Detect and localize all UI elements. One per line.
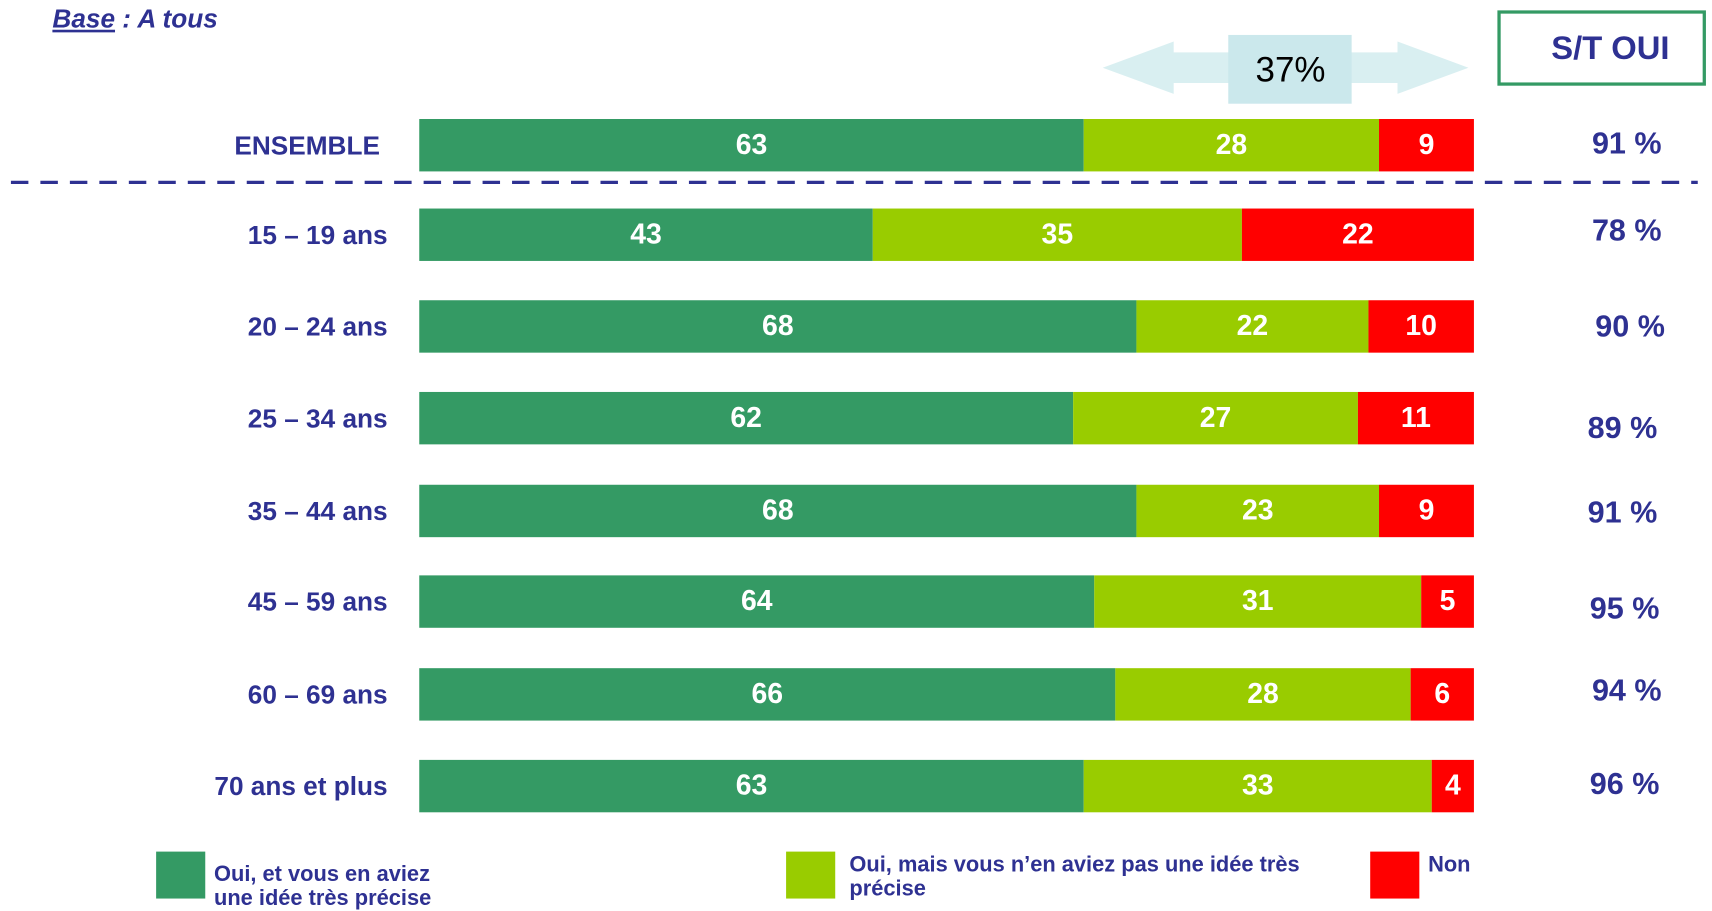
bar-segment	[419, 119, 1084, 172]
data-label: 28	[1216, 129, 1248, 161]
bar-segment	[419, 208, 873, 261]
bar-segment	[419, 759, 1084, 813]
bar-segment	[419, 391, 1074, 445]
bar-segment	[1083, 119, 1380, 172]
total-label: 91 %	[1588, 495, 1658, 529]
bar-segment	[419, 668, 1116, 721]
bar-segment	[1073, 391, 1358, 445]
bar-segment	[1241, 208, 1474, 261]
data-label: 9	[1419, 495, 1435, 527]
bar-segment	[419, 575, 1095, 628]
annotation: 37%	[1256, 50, 1326, 89]
data-label: 10	[1405, 310, 1437, 342]
bar-segment	[1410, 668, 1474, 721]
data-label: 9	[1419, 129, 1435, 161]
data-label: 28	[1247, 678, 1279, 710]
bar-segment	[1136, 484, 1380, 538]
data-label: 62	[730, 402, 762, 434]
category-label: 15 – 19 ans	[248, 220, 388, 250]
subtitle: Base : A tous	[52, 4, 217, 34]
category-label: 25 – 34 ans	[248, 403, 388, 433]
legend-swatch	[156, 851, 206, 899]
legend-swatch	[786, 851, 836, 899]
total-label: 90 %	[1595, 310, 1665, 344]
bar-segment	[1421, 575, 1474, 628]
data-label: 22	[1237, 310, 1269, 342]
data-label: 66	[752, 678, 784, 710]
subtitle-label: Base	[52, 4, 115, 34]
bar-segment	[1379, 119, 1474, 172]
total-label: 91 %	[1592, 126, 1662, 160]
data-label: 31	[1242, 585, 1274, 617]
data-label: 5	[1440, 585, 1456, 617]
data-label: 11	[1401, 402, 1431, 434]
bar-segment	[1136, 300, 1369, 353]
bar-segment	[1368, 300, 1474, 353]
data-label: 68	[762, 310, 794, 342]
category-label: 35 – 44 ans	[248, 496, 388, 526]
data-label: 33	[1242, 770, 1274, 802]
data-label: 68	[762, 495, 794, 527]
data-label: 63	[736, 129, 768, 161]
bar-segment	[1357, 391, 1474, 445]
data-label: 6	[1434, 678, 1450, 710]
bar-segment	[1379, 484, 1474, 538]
data-label: 23	[1242, 495, 1274, 527]
total-label: 89 %	[1588, 411, 1658, 445]
bar-segment	[1094, 575, 1422, 628]
bar-segment	[872, 208, 1242, 261]
bar-segment	[1431, 759, 1474, 813]
bar-segment	[419, 300, 1137, 353]
total-label: 78 %	[1592, 214, 1662, 248]
bar-segment	[419, 484, 1137, 538]
subtitle-text: : A tous	[115, 4, 218, 34]
total-label: 94 %	[1592, 673, 1662, 707]
data-label: 27	[1200, 402, 1232, 434]
legend-label: Oui, mais vous n’en aviez pas une idée t…	[849, 852, 1300, 901]
total-label: 95 %	[1590, 591, 1660, 625]
total-title: S/T OUI	[1551, 29, 1669, 66]
total-box	[1497, 10, 1706, 86]
legend-label: Non	[1428, 852, 1471, 877]
annotation-box	[1228, 34, 1352, 104]
category-label: 20 – 24 ans	[248, 312, 388, 342]
category-label: 60 – 69 ans	[248, 679, 388, 709]
data-label: 43	[630, 218, 662, 250]
data-label: 63	[736, 770, 768, 802]
category-label: ENSEMBLE	[234, 130, 380, 160]
category-label: 45 – 59 ans	[248, 587, 388, 617]
legend-swatch	[1370, 851, 1420, 899]
data-label: 64	[741, 585, 773, 617]
data-label: 4	[1445, 770, 1461, 802]
category-label: 70 ans et plus	[214, 771, 387, 801]
bar-segment	[1083, 759, 1432, 813]
data-label: 22	[1342, 218, 1374, 250]
data-label: 35	[1042, 218, 1074, 250]
legend-label: Oui, et vous en aviez une idée très préc…	[213, 862, 432, 911]
total-label: 96 %	[1590, 767, 1660, 801]
bar-segment	[1115, 668, 1411, 721]
